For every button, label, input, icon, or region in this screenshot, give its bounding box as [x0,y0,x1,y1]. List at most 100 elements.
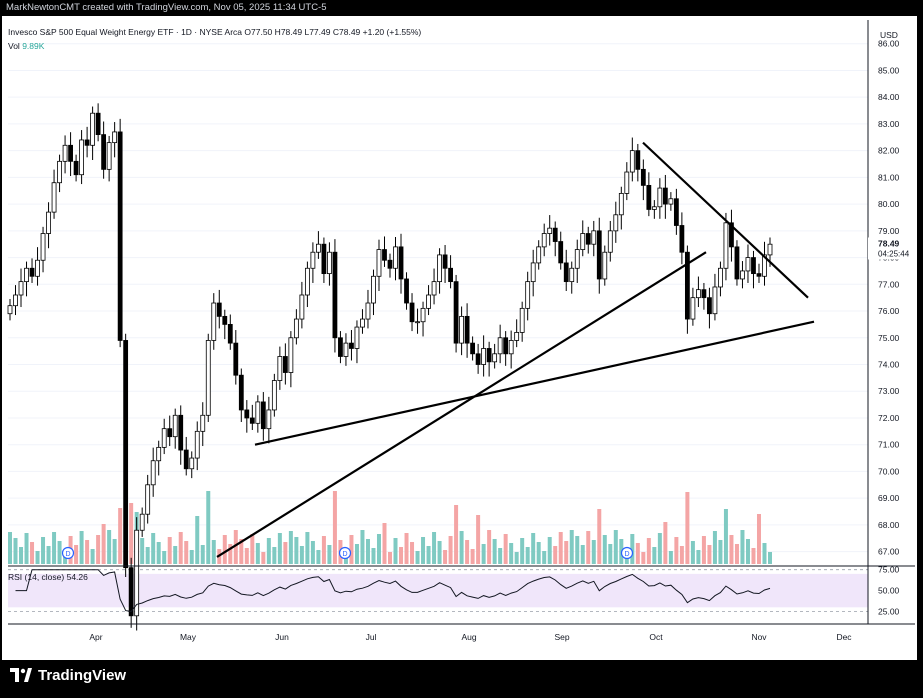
time-tick-label: Oct [649,632,663,642]
volume-bar [173,546,178,564]
volume-bar [685,492,690,564]
volume-bar [52,532,57,564]
volume-bar [404,533,409,564]
candle-body [624,171,630,194]
candle-body [596,230,602,280]
candle [266,396,272,444]
price-tick-label: 69.00 [878,493,900,503]
volume-bar [371,548,376,564]
candle-body [62,144,68,162]
volume-bar [129,503,134,564]
volume-bar [112,539,117,564]
volume-bar [206,491,211,564]
candle-body [607,230,613,253]
candle [304,261,310,308]
price-tick-label: 72.00 [878,413,900,423]
candle [503,331,509,366]
volume-bar [299,546,304,564]
candle-body [167,428,173,438]
candle [321,237,327,283]
volume-bars [8,491,772,564]
candle [360,309,365,334]
rsi-band [8,573,868,608]
candle-body [282,356,288,373]
candle [415,308,420,334]
volume-bar [283,542,288,564]
price-countdown: 04:25:44 [878,249,910,258]
candle-body [387,259,393,269]
volume-bar [492,539,497,564]
candle-body [128,567,134,617]
candle [271,373,277,417]
volume-bar [189,550,194,564]
candle-body [503,337,509,355]
rsi-legend[interactable]: RSI (14, close) 54.26 [8,572,88,582]
candle [712,273,718,321]
volume-bar [630,534,635,564]
volume-bar [266,538,271,564]
candle-body [415,321,420,324]
candle-body [238,374,244,411]
volume-bar [162,551,167,564]
candle-body [194,430,200,459]
dividend-marker: D [338,546,352,560]
candle-body [718,267,723,288]
candle-body [288,337,294,373]
tradingview-logo[interactable]: TradingView [10,664,126,686]
candle-body [767,243,773,256]
volume-bar [354,544,359,564]
volume-bar [294,537,299,564]
candle-body [35,259,40,277]
candle [145,474,151,524]
candle [426,285,431,316]
candle [68,132,73,177]
candle [95,103,101,142]
candle [409,293,415,332]
candle [227,314,233,350]
volume-legend[interactable]: Vol 9.89K [8,41,44,51]
volume-value: 9.89K [22,41,45,51]
price-tick-label: 82.00 [878,146,900,156]
volume-bar [679,546,684,564]
candle [618,186,624,230]
candle-body [404,278,409,304]
volume-bar [487,530,492,564]
candle [629,137,635,182]
candle [46,202,51,249]
candle-body [580,233,586,250]
candle [464,303,470,358]
candle [558,231,564,270]
candle-body [117,131,123,341]
ohlc-close: 78.49 [339,27,361,37]
candle-body [536,246,542,264]
candle-body [552,227,558,242]
volume-bar [200,545,205,564]
candle [723,212,729,281]
trendline-rising-support [216,251,707,558]
candle-body [558,241,564,264]
volume-bar [277,533,282,564]
candle-body [481,348,487,365]
volume-bar [443,550,448,564]
candle-body [723,222,729,269]
price-tick-label: 70.00 [878,466,900,476]
candle [552,221,558,257]
volume-bar [701,536,706,564]
time-tick-label: Jun [275,632,289,642]
candle-body [470,342,476,355]
symbol-legend[interactable]: Invesco S&P 500 Equal Weight Energy ETF … [8,27,421,37]
volume-bar [222,535,227,564]
volume-bar [597,509,602,564]
candle-body [227,324,233,344]
candle [282,343,288,385]
candle [745,244,751,283]
price-tick-label: 79.00 [878,226,900,236]
candle [178,405,184,465]
candle-body [343,342,349,357]
candle [387,253,393,278]
volume-bar [415,551,420,564]
candle-body [762,254,767,277]
candle-body [327,251,332,275]
candle-body [266,409,272,430]
